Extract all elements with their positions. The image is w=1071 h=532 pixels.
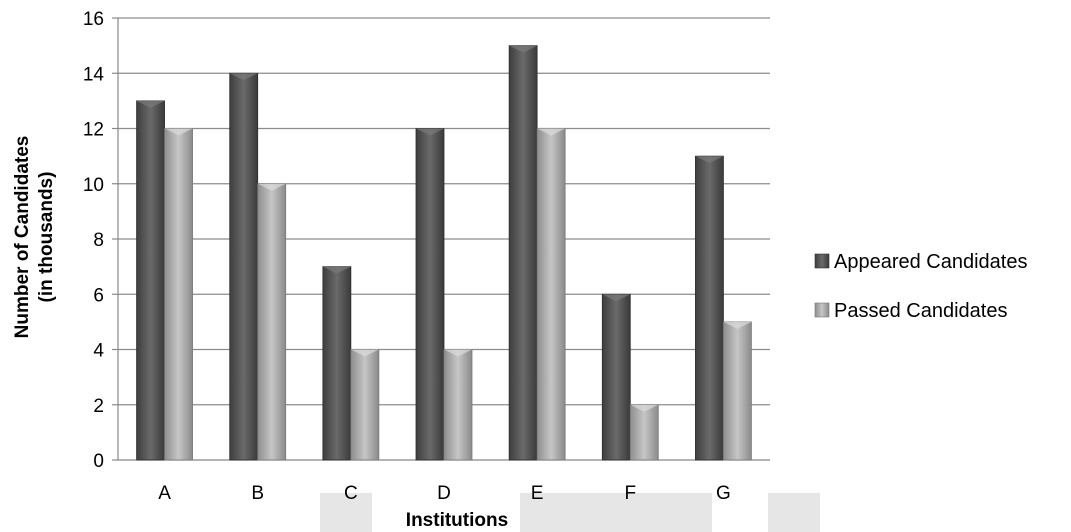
- bar-passed-b: [257, 183, 287, 461]
- y-tick-label: 10: [83, 175, 104, 196]
- y-tick-label: 16: [83, 9, 104, 30]
- legend: Appeared Candidates Passed Candidates: [814, 251, 1027, 322]
- legend-swatch-passed: [814, 302, 830, 318]
- bar-appeared-b: [229, 72, 259, 461]
- bar-cap: [723, 321, 752, 329]
- bar-cap: [164, 128, 193, 136]
- bar-cap: [229, 73, 258, 81]
- legend-label-passed: Passed Candidates: [834, 300, 1007, 322]
- bars: [136, 45, 752, 461]
- bar-cap: [509, 45, 538, 53]
- y-axis-title: Number of Candidates (in thousands): [12, 136, 57, 339]
- bar-cap: [257, 183, 286, 191]
- bar-appeared-d: [415, 128, 445, 461]
- y-tick-label: 12: [83, 120, 104, 141]
- y-tick-label: 4: [93, 341, 104, 362]
- bar-cap: [630, 404, 659, 412]
- bar-cap: [444, 349, 472, 357]
- bar-passed-a: [164, 128, 193, 461]
- legend-swatch-appeared: [814, 253, 830, 269]
- bar-cap: [537, 128, 566, 136]
- bar-cap: [602, 294, 631, 302]
- bar-cap: [322, 266, 351, 274]
- legend-item-appeared: Appeared Candidates: [814, 251, 1027, 273]
- x-tick-label: D: [437, 483, 451, 504]
- bar-appeared-e: [508, 45, 538, 461]
- legend-label-appeared: Appeared Candidates: [834, 251, 1027, 273]
- bar-passed-f: [629, 404, 659, 461]
- bar-cap: [695, 156, 724, 164]
- y-tick-label: 8: [93, 230, 104, 251]
- bar-appeared-g: [695, 155, 724, 461]
- x-axis-ticks: A B C D E F G: [158, 483, 731, 504]
- background-stripe: [320, 493, 372, 532]
- background-stripe: [520, 493, 712, 532]
- x-tick-label: A: [158, 483, 171, 504]
- x-tick-label: B: [251, 483, 264, 504]
- y-tick-label: 2: [93, 396, 104, 417]
- bar-cap: [416, 128, 444, 136]
- x-tick-label: C: [344, 483, 358, 504]
- x-tick-label: F: [624, 483, 636, 504]
- y-tick-label: 14: [83, 64, 105, 85]
- bar-passed-e: [536, 128, 566, 461]
- y-tick-label: 0: [93, 451, 104, 472]
- bar-appeared-f: [601, 293, 631, 461]
- x-axis-title: Institutions: [406, 510, 508, 531]
- y-axis-title-line-2: (in thousands): [36, 172, 57, 303]
- bar-passed-c: [350, 349, 380, 461]
- bar-passed-d: [443, 349, 473, 461]
- bar-passed-g: [723, 321, 752, 461]
- legend-item-passed: Passed Candidates: [814, 300, 1007, 322]
- bar-cap: [350, 349, 379, 357]
- bar-appeared-c: [322, 266, 352, 461]
- y-tick-label: 6: [93, 285, 104, 306]
- y-axis-ticks: 0 2 4 6 8 10 12 14 16: [83, 9, 105, 472]
- y-axis-title-line-1: Number of Candidates: [12, 136, 33, 339]
- bar-appeared-a: [136, 100, 165, 461]
- background-stripe: [768, 493, 820, 532]
- bar-cap: [136, 100, 165, 108]
- x-tick-label: G: [716, 483, 731, 504]
- x-tick-label: E: [531, 483, 544, 504]
